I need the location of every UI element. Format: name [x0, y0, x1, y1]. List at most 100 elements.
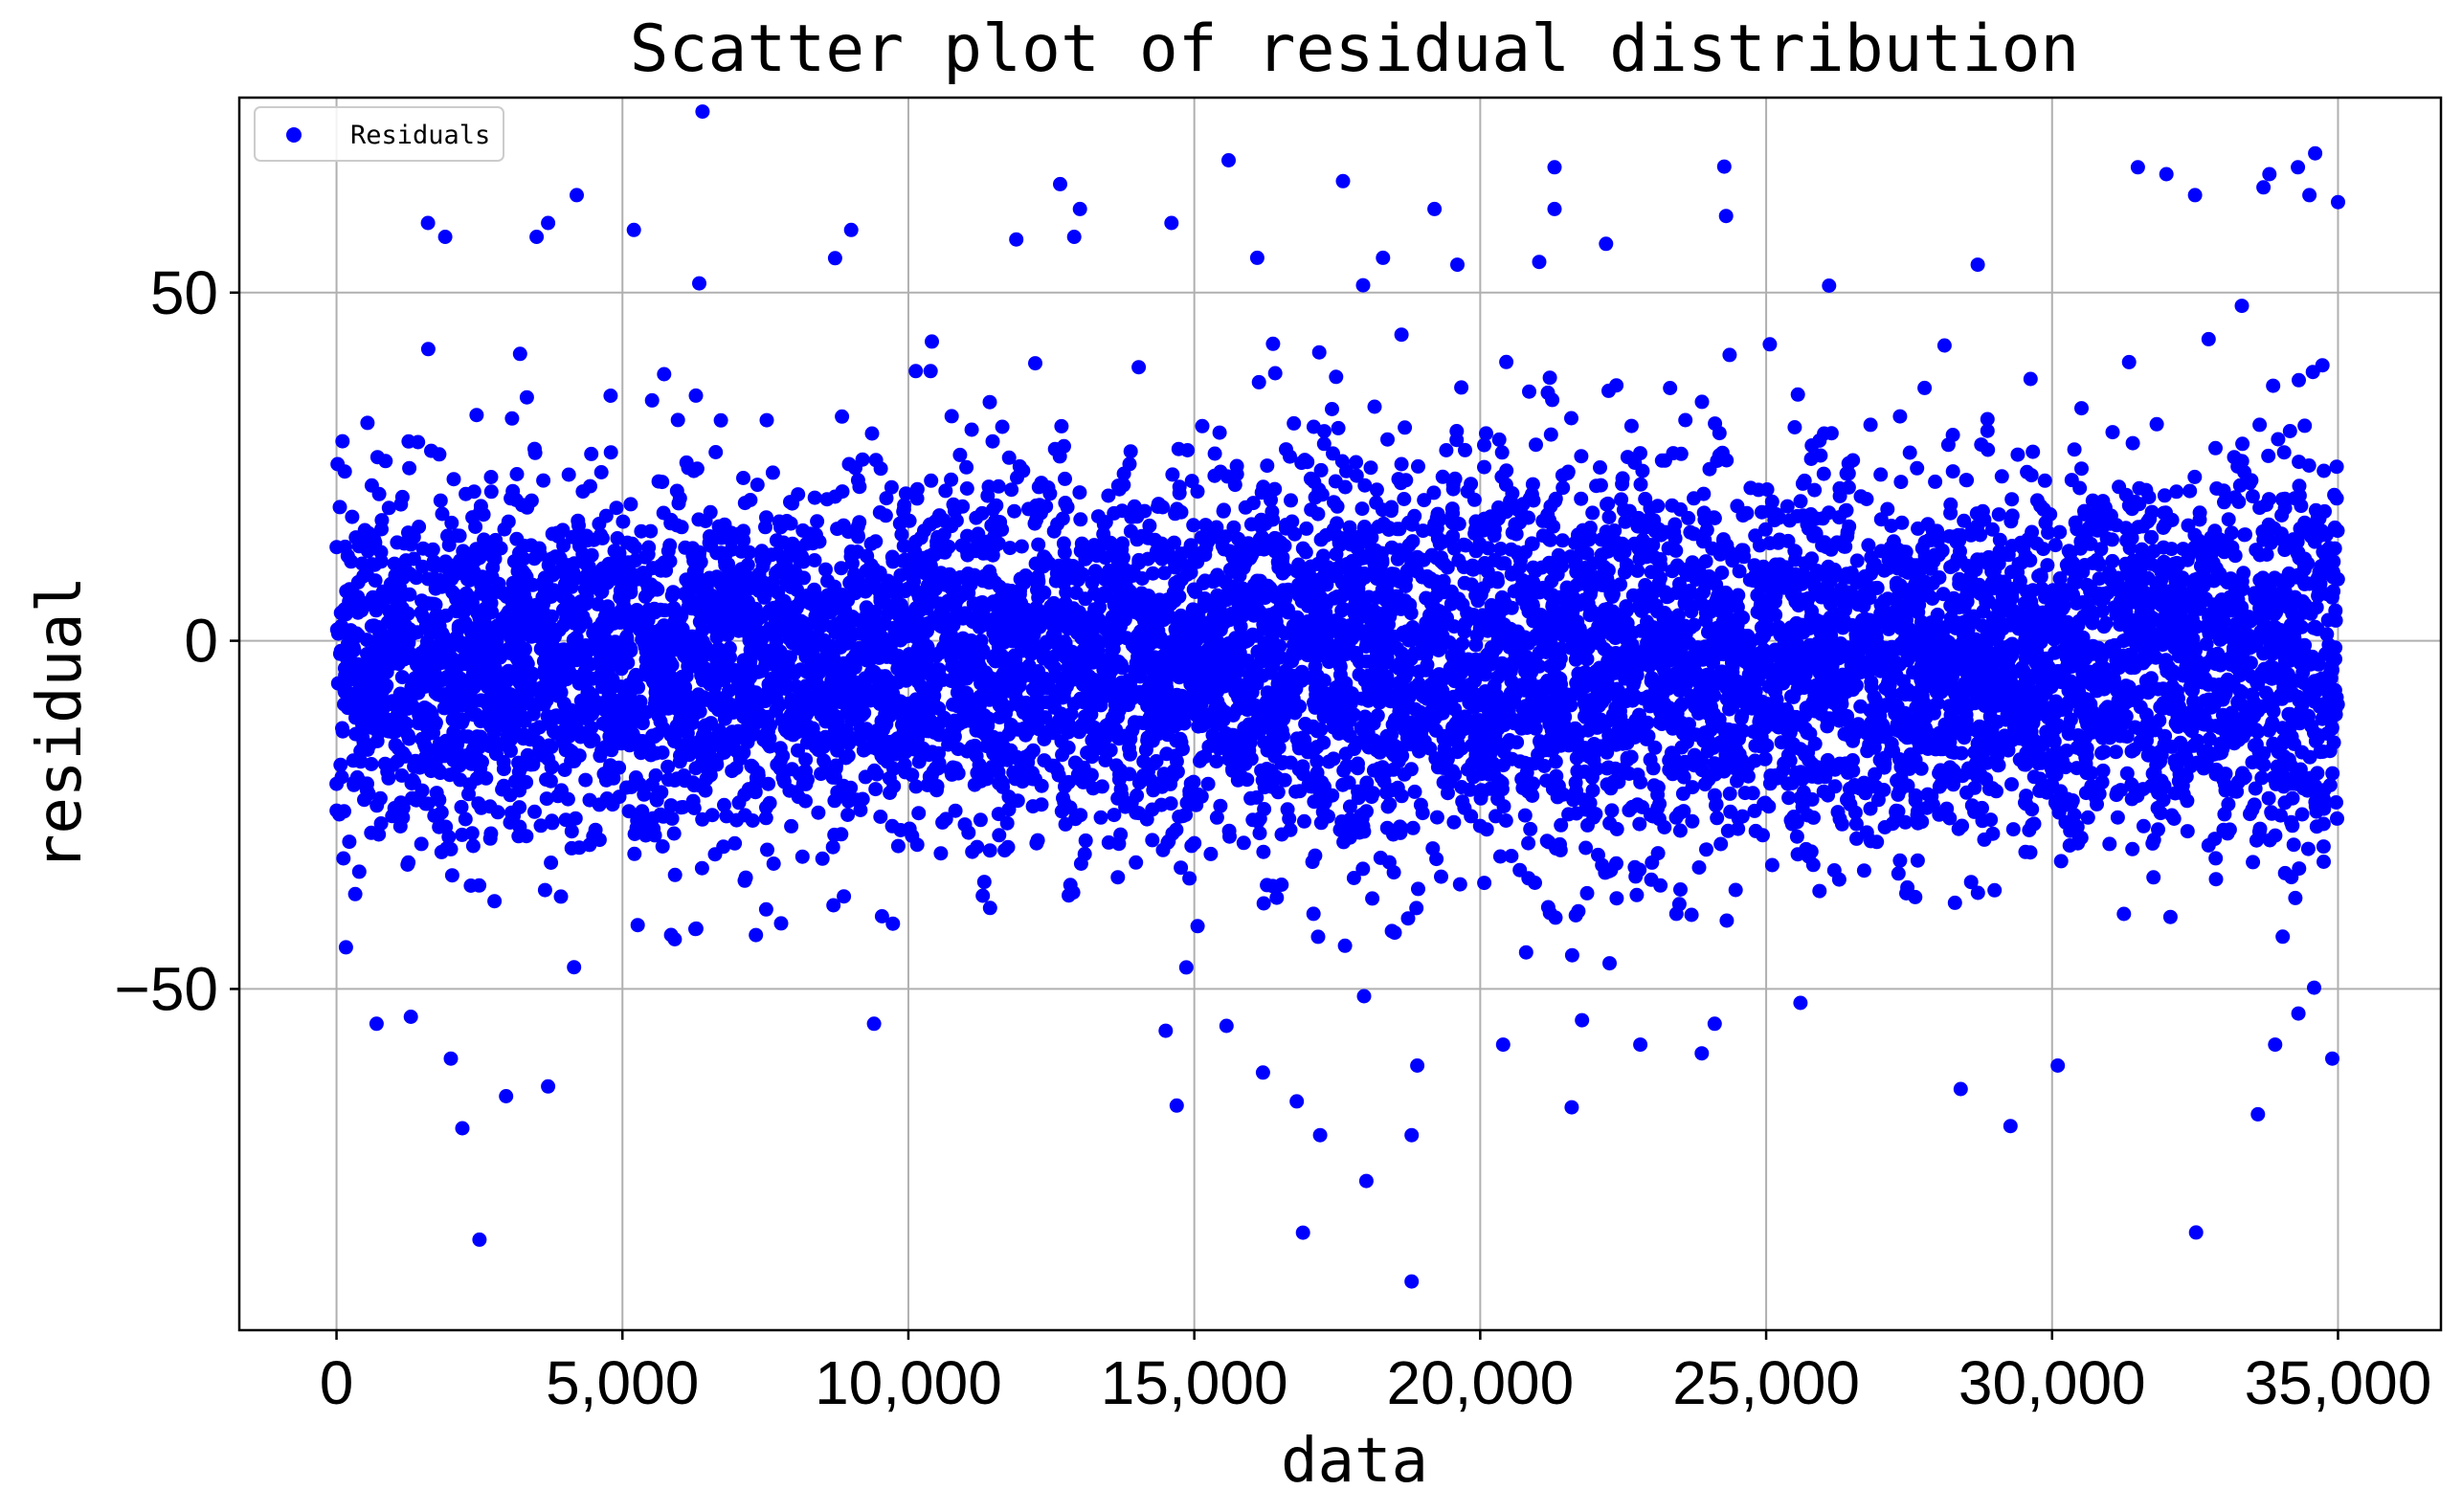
data-point — [1209, 754, 1224, 769]
data-point — [1310, 506, 1326, 522]
data-point — [1545, 392, 1560, 408]
data-point — [2316, 816, 2331, 832]
data-point — [1007, 503, 1022, 519]
data-point — [1840, 765, 1855, 780]
data-point — [2221, 796, 2236, 812]
data-point — [453, 772, 468, 788]
data-point — [1493, 542, 1509, 556]
data-point — [1759, 482, 1775, 497]
data-point — [982, 394, 997, 410]
data-point — [874, 909, 889, 923]
data-point — [1532, 585, 1547, 600]
data-point — [1694, 1046, 1710, 1061]
data-point — [2105, 425, 2120, 440]
data-point — [749, 927, 764, 943]
data-point — [1078, 833, 1093, 848]
data-point — [1757, 522, 1773, 537]
data-point — [944, 409, 959, 424]
data-point — [2023, 371, 2038, 387]
data-point — [961, 825, 976, 840]
data-point — [1719, 913, 1735, 928]
data-point — [670, 412, 685, 428]
data-point — [2301, 458, 2317, 473]
data-point — [1269, 890, 1285, 905]
data-point — [873, 810, 888, 824]
data-point — [1434, 869, 1448, 884]
data-point — [1555, 533, 1570, 548]
data-point — [1947, 895, 1962, 910]
data-point — [1504, 849, 1519, 863]
data-point — [908, 364, 924, 379]
data-point — [1369, 482, 1384, 498]
data-point — [1494, 445, 1510, 460]
data-point — [1477, 876, 1492, 891]
data-point — [2266, 378, 2281, 393]
data-point — [1316, 436, 1332, 452]
data-point — [1213, 798, 1228, 813]
data-point — [1499, 463, 1514, 478]
data-point — [2275, 929, 2291, 945]
data-point — [982, 843, 997, 858]
data-point — [1279, 442, 1293, 457]
data-point — [1054, 734, 1069, 749]
data-point — [773, 916, 789, 931]
data-point — [1955, 818, 1970, 834]
data-point — [2252, 417, 2268, 433]
data-point — [1131, 360, 1147, 375]
data-point — [1554, 817, 1569, 833]
data-point — [1422, 741, 1438, 756]
data-point — [1522, 384, 1536, 399]
data-point — [2288, 890, 2303, 905]
data-point — [1325, 402, 1339, 416]
data-point — [609, 500, 624, 516]
data-point — [1863, 417, 1878, 433]
data-point — [2286, 837, 2301, 853]
data-point — [2166, 812, 2182, 826]
data-point — [1645, 761, 1661, 776]
data-point — [588, 822, 603, 837]
data-point — [1454, 380, 1469, 395]
data-point — [1130, 788, 1145, 803]
data-point — [766, 856, 781, 871]
data-point — [1560, 466, 1576, 480]
data-point — [584, 446, 599, 461]
data-point — [1110, 870, 1126, 885]
data-point — [2010, 447, 2026, 462]
data-point — [1297, 813, 1311, 829]
data-point — [1623, 418, 1639, 434]
data-point — [1186, 518, 1201, 533]
data-point — [1917, 380, 1933, 395]
data-point — [1722, 347, 1737, 363]
data-point — [2329, 459, 2344, 475]
data-point — [1309, 754, 1325, 769]
data-point — [483, 470, 499, 484]
data-point — [623, 497, 638, 512]
data-point — [1072, 485, 1087, 500]
data-point — [1499, 354, 1514, 369]
data-point — [1435, 469, 1450, 484]
data-point — [688, 388, 704, 403]
data-point — [864, 426, 880, 441]
data-point — [1602, 956, 1617, 971]
data-point — [2105, 553, 2120, 568]
data-point — [1472, 536, 1488, 551]
data-point — [666, 826, 682, 841]
data-point — [438, 819, 454, 834]
data-point — [582, 837, 597, 853]
data-point — [834, 561, 849, 576]
data-point — [1165, 467, 1180, 482]
data-point — [965, 844, 980, 859]
data-point — [713, 412, 728, 428]
data-point — [2330, 811, 2344, 826]
data-point — [2208, 872, 2224, 887]
data-point — [2116, 906, 2132, 922]
data-point — [571, 513, 586, 528]
data-point — [1123, 444, 1138, 459]
data-point — [1363, 460, 1378, 476]
data-point — [1321, 754, 1336, 769]
data-point — [1479, 426, 1493, 441]
data-point — [1812, 883, 1827, 899]
data-point — [466, 484, 481, 500]
data-point — [1411, 458, 1425, 474]
